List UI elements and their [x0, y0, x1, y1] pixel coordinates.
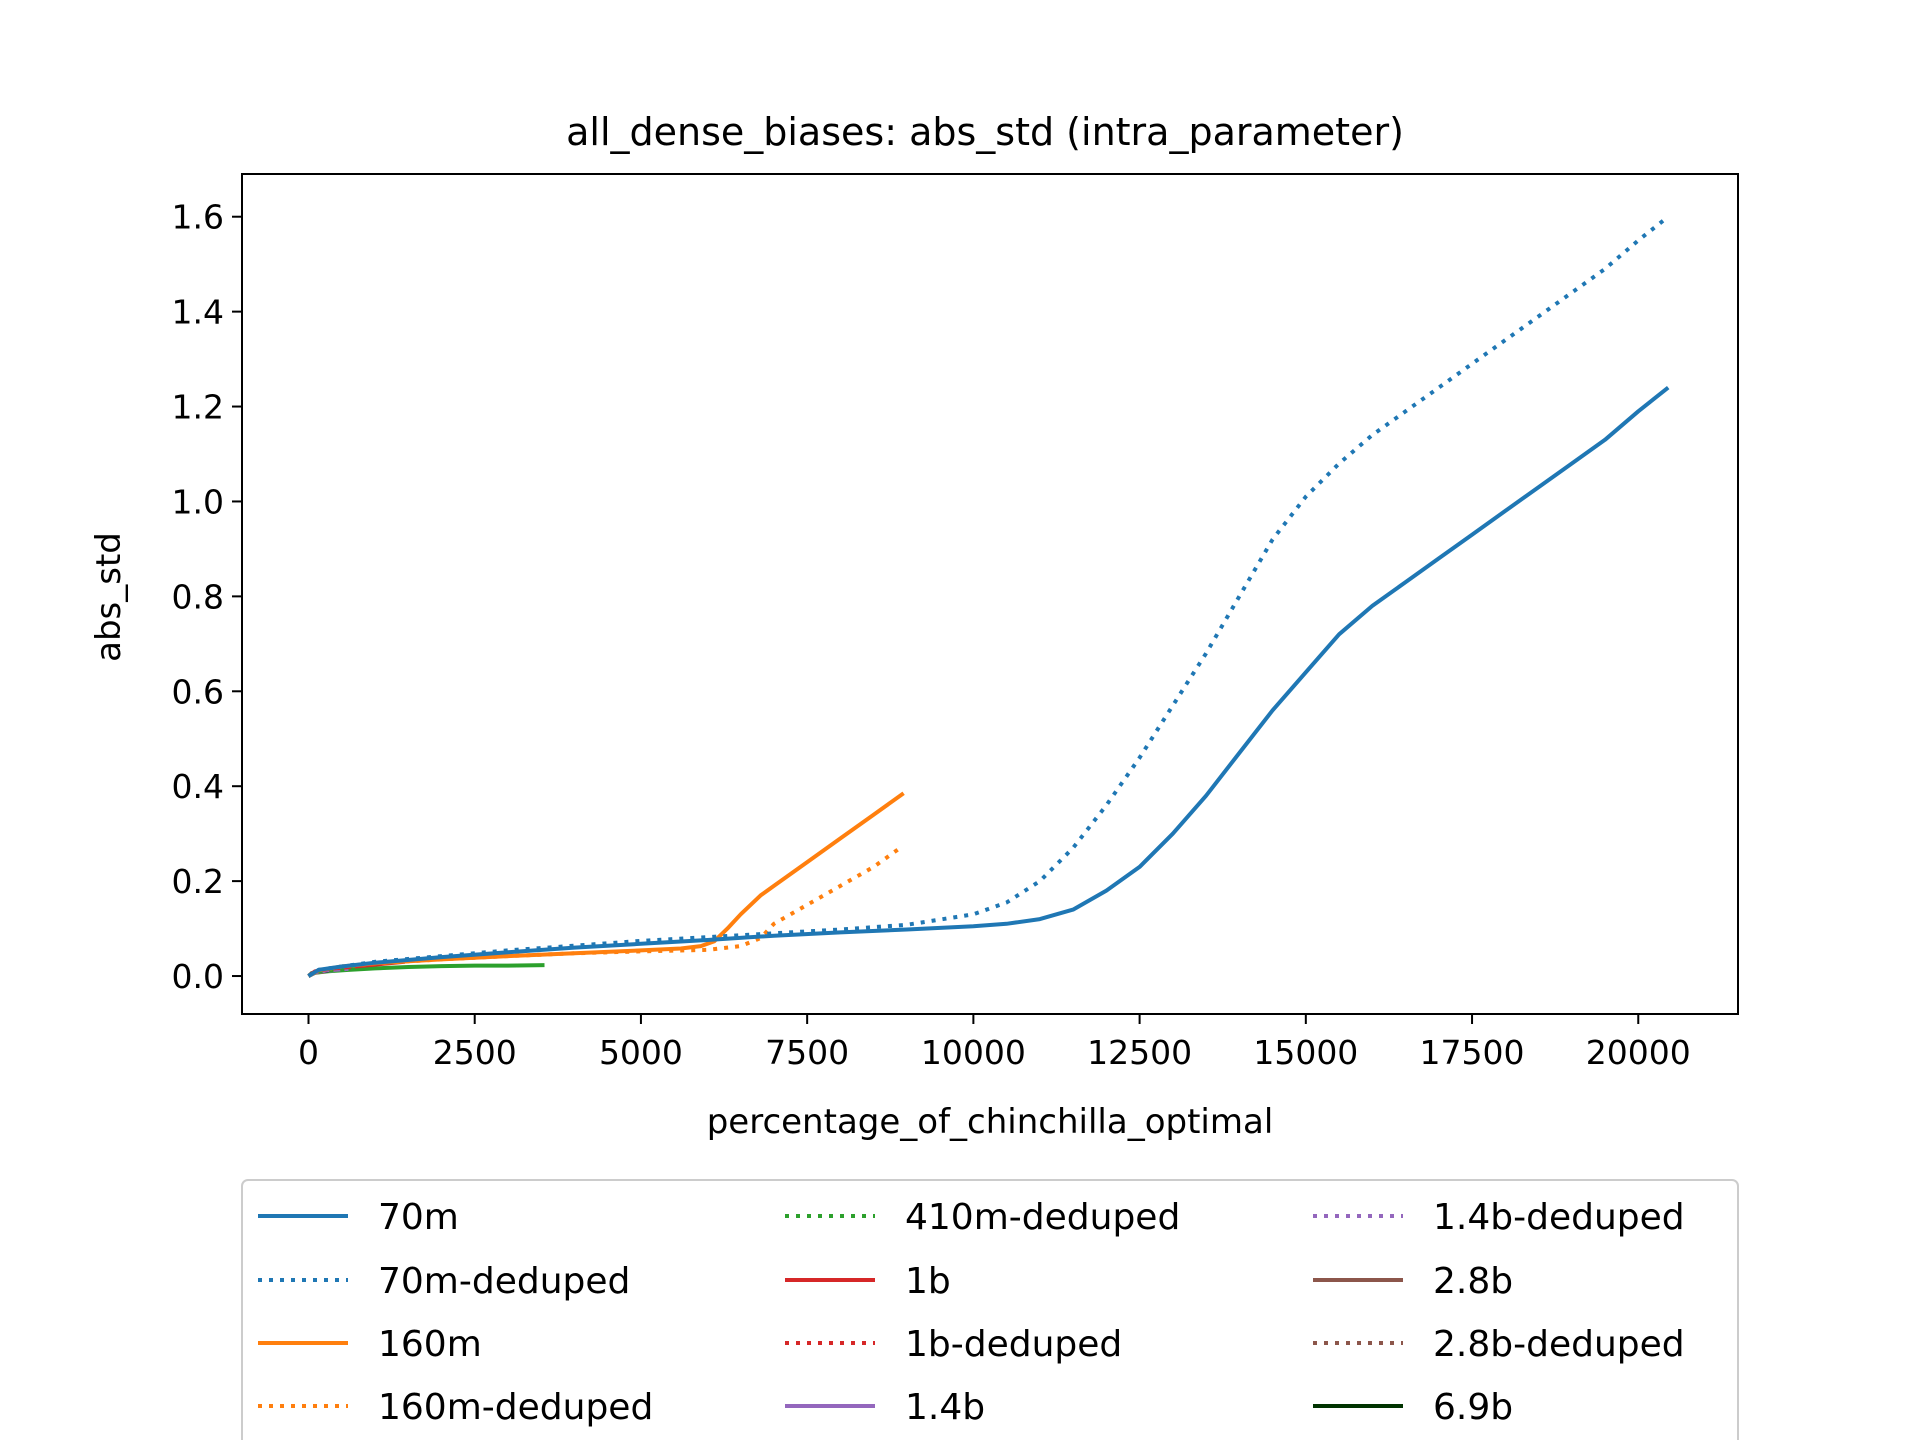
- legend-label: 2.8b-deduped: [1433, 1324, 1685, 1365]
- y-axis: 0.0 0.2 0.4 0.6 0.8 1.0 1.2 1.4 1.6: [172, 198, 242, 996]
- legend-label: 160m: [378, 1324, 482, 1365]
- legend-label: 1.4b-deduped: [1433, 1197, 1685, 1238]
- x-axis: 0 2500 5000 7500 10000 12500 15000 17500 20000: [298, 1014, 1691, 1072]
- series-line-70m: [307, 386, 1670, 978]
- x-axis-label: percentage_of_chinchilla_optimal: [707, 1102, 1274, 1142]
- legend-label: 6.9b: [1433, 1387, 1513, 1428]
- y-tick-label: 1.6: [172, 198, 224, 237]
- y-tick-label: 1.2: [172, 388, 224, 427]
- x-tick-label: 2500: [433, 1033, 517, 1072]
- legend-label: 70m: [378, 1197, 459, 1238]
- legend-label: 160m-deduped: [378, 1387, 653, 1428]
- y-tick-label: 1.4: [172, 293, 224, 332]
- y-tick-label: 0.6: [172, 672, 224, 711]
- chart-title: all_dense_biases: abs_std (intra_paramet…: [566, 110, 1404, 154]
- x-tick-label: 5000: [599, 1033, 683, 1072]
- y-tick-label: 0.4: [172, 767, 224, 806]
- y-tick-label: 0.8: [172, 577, 224, 616]
- y-axis-label: abs_std: [89, 532, 129, 662]
- plot-area-frame: [241, 173, 1739, 1015]
- y-tick-label: 1.0: [172, 482, 224, 521]
- x-tick-label: 17500: [1420, 1033, 1525, 1072]
- x-tick-label: 20000: [1586, 1033, 1691, 1072]
- x-tick-label: 15000: [1253, 1033, 1358, 1072]
- legend-label: 2.8b: [1433, 1261, 1513, 1302]
- x-tick-label: 12500: [1087, 1033, 1192, 1072]
- y-tick-label: 0.0: [172, 957, 224, 996]
- legend-label: 1b-deduped: [905, 1324, 1122, 1365]
- legend-frame: [241, 1179, 1739, 1440]
- legend-label: 70m-deduped: [378, 1261, 630, 1302]
- y-tick-label: 0.2: [172, 862, 224, 901]
- legend-label: 410m-deduped: [905, 1197, 1180, 1238]
- legend: 70m 70m-deduped 160m 160m-deduped 410m-dedup…: [241, 1179, 1739, 1440]
- legend-label: 1.4b: [905, 1387, 985, 1428]
- x-tick-label: 0: [298, 1033, 319, 1072]
- series-lines: [307, 215, 1670, 978]
- x-tick-label: 10000: [921, 1033, 1026, 1072]
- legend-label: 1b: [905, 1261, 951, 1302]
- x-tick-label: 7500: [765, 1033, 849, 1072]
